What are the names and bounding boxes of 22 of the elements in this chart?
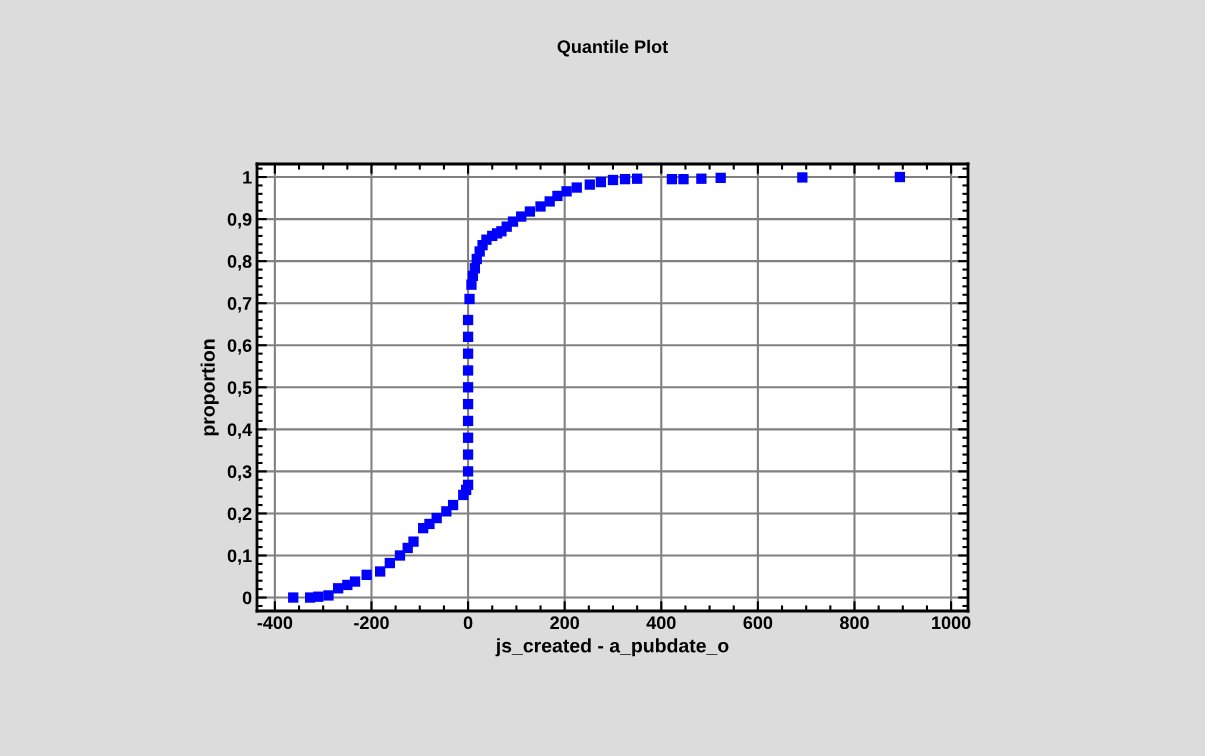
y-tick-label: 0,5 (227, 381, 252, 397)
x-axis-title: js_created - a_pubdate_o (495, 638, 729, 657)
y-tick-label: 0,1 (227, 549, 252, 565)
y-tick-label: 0,8 (227, 255, 252, 271)
y-tick-label: 0,4 (227, 423, 253, 439)
y-tick-label: 1 (243, 171, 252, 184)
y-tick-label: 0 (242, 591, 252, 605)
x-tick-label: -400 (257, 616, 293, 630)
chart-title: Quantile Plot (557, 39, 668, 57)
x-tick-label: 200 (550, 616, 580, 630)
x-tick-label: 400 (646, 616, 676, 630)
x-tick-label: 0 (463, 616, 473, 630)
y-tick-label: 0,9 (227, 213, 252, 229)
x-tick-label: 800 (840, 616, 869, 630)
x-tick-label: 600 (743, 616, 773, 630)
x-tick-label: 1000 (932, 616, 971, 630)
x-tick-label: -200 (354, 616, 389, 630)
y-axis-title: proportion (200, 339, 219, 436)
y-tick-label: 0,3 (227, 465, 252, 481)
y-tick-label: 0,6 (227, 339, 252, 355)
y-tick-label: 0,2 (227, 507, 252, 523)
y-tick-label: 0,7 (227, 297, 252, 313)
